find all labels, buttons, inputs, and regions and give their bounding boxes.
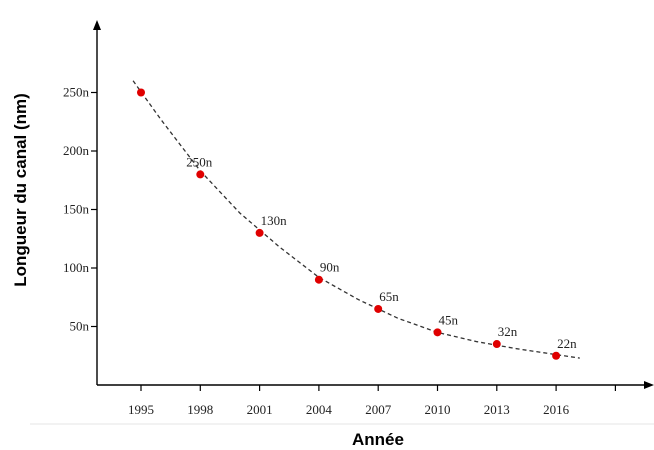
- y-tick-label: 150n: [63, 202, 90, 217]
- data-point: [314, 275, 323, 284]
- y-tick-label: 100n: [63, 260, 90, 275]
- x-axis-arrow: [644, 381, 654, 389]
- data-point: [552, 351, 561, 360]
- data-label: 22n: [557, 336, 577, 351]
- x-tick-label: 2001: [247, 402, 273, 417]
- x-tick-label: 2016: [543, 402, 570, 417]
- data-label: 90n: [320, 260, 340, 275]
- data-point: [492, 340, 501, 349]
- x-tick-label: 1995: [128, 402, 154, 417]
- data-labels: 250n 130n 90n 65n 45n 32n 22n: [186, 154, 577, 350]
- y-ticks: 50n 100n 150n 200n 250n: [63, 85, 97, 334]
- data-label: 65n: [379, 289, 399, 304]
- data-point: [433, 328, 442, 337]
- y-tick-label: 250n: [63, 85, 90, 100]
- data-point: [255, 228, 264, 237]
- data-point: [196, 170, 205, 179]
- data-label: 250n: [186, 154, 213, 169]
- axes: [30, 20, 654, 425]
- data-points: [137, 88, 561, 360]
- data-point: [137, 88, 145, 97]
- y-axis-title: Longueur du canal (nm): [11, 93, 30, 287]
- x-tick-label: 2010: [425, 402, 451, 417]
- y-tick-label: 50n: [70, 319, 90, 334]
- trend-line: [132, 80, 580, 359]
- x-tick-label: 2004: [306, 402, 333, 417]
- y-axis-arrow: [93, 20, 101, 30]
- y-tick-label: 200n: [63, 143, 90, 158]
- x-ticks: 1995 1998 2001 2004 2007 2010 2013 2016: [128, 385, 617, 417]
- x-tick-label: 2013: [484, 402, 510, 417]
- data-label: 45n: [439, 312, 459, 327]
- data-label: 130n: [261, 213, 288, 228]
- x-tick-label: 1998: [187, 402, 213, 417]
- x-axis-title: Année: [352, 430, 404, 449]
- x-tick-label: 2007: [365, 402, 392, 417]
- data-point: [374, 304, 383, 313]
- data-label: 32n: [498, 324, 518, 339]
